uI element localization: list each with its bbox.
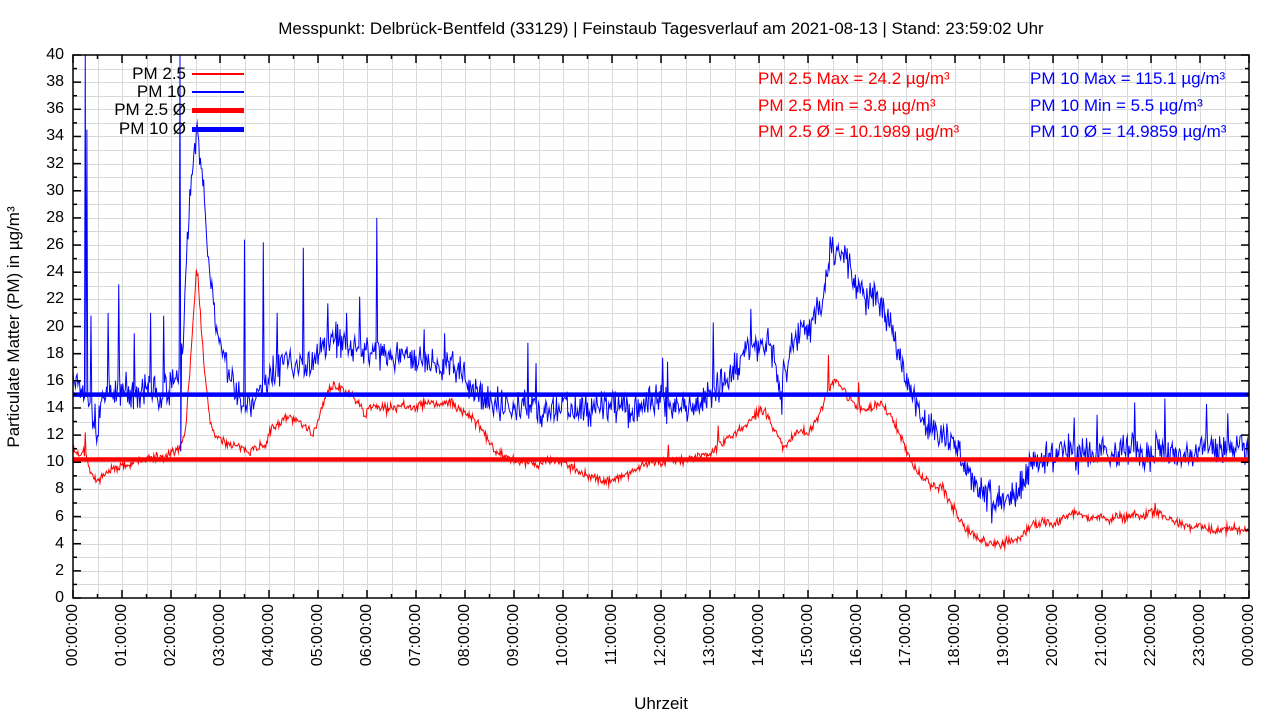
y-tick-label: 2 (55, 561, 64, 579)
y-tick-label: 0 (55, 589, 64, 606)
y-tick-label: 24 (46, 263, 64, 281)
x-tick-label: 20:00:00 (1044, 604, 1061, 667)
legend-line-pm10-avg (192, 126, 244, 132)
y-tick-label: 22 (46, 290, 64, 308)
legend-label-pm25: PM 2.5 (132, 64, 186, 83)
x-tick-label: 04:00:00 (260, 604, 277, 667)
y-tick-label: 4 (55, 534, 64, 552)
x-tick-label: 07:00:00 (407, 604, 424, 667)
legend-label-pm25-avg: PM 2.5 Ø (114, 100, 186, 119)
x-tick-label: 10:00:00 (554, 604, 571, 667)
stat-pm25-min: PM 2.5 Min = 3.8 µg/m³ (758, 96, 936, 115)
y-tick-label: 10 (46, 453, 64, 471)
y-tick-label: 8 (55, 480, 64, 498)
x-tick-label: 17:00:00 (897, 604, 914, 667)
x-tick-label: 15:00:00 (799, 604, 816, 667)
x-tick-label: 22:00:00 (1142, 604, 1159, 667)
y-tick-label: 28 (46, 208, 64, 226)
x-tick-label: 02:00:00 (162, 604, 179, 667)
stat-pm25-avg: PM 2.5 Ø = 10.1989 µg/m³ (758, 122, 960, 141)
x-tick-label: 00:00:00 (64, 604, 81, 667)
x-tick-label: 18:00:00 (946, 604, 963, 667)
y-tick-label: 32 (46, 154, 64, 172)
y-tick-label: 6 (55, 507, 64, 525)
y-tick-label: 40 (46, 46, 64, 63)
x-tick-label: 08:00:00 (456, 604, 473, 667)
stat-pm10-max: PM 10 Max = 115.1 µg/m³ (1030, 69, 1226, 88)
legend-label-pm10: PM 10 (136, 82, 186, 101)
y-tick-label: 14 (46, 398, 64, 416)
x-tick-label: 14:00:00 (750, 604, 767, 667)
legend-label-pm10-avg: PM 10 Ø (118, 119, 186, 138)
x-tick-label: 16:00:00 (848, 604, 865, 667)
y-tick-label: 26 (46, 236, 64, 254)
y-tick-label: 12 (46, 426, 64, 444)
y-tick-label: 34 (46, 127, 64, 145)
legend-line-pm25 (192, 73, 244, 75)
legend-line-pm25-avg (192, 107, 244, 113)
y-tick-label: 30 (46, 181, 64, 199)
stat-pm10-min: PM 10 Min = 5.5 µg/m³ (1030, 96, 1203, 115)
x-tick-label: 19:00:00 (995, 604, 1012, 667)
x-tick-label: 13:00:00 (701, 604, 718, 667)
x-tick-label: 00:00:00 (1240, 604, 1257, 667)
x-axis-label: Uhrzeit (634, 694, 688, 713)
chart-title: Messpunkt: Delbrück-Bentfeld (33129) | F… (278, 19, 1044, 38)
x-tick-label: 12:00:00 (652, 604, 669, 667)
x-tick-label: 21:00:00 (1093, 604, 1110, 667)
y-tick-label: 20 (46, 317, 64, 335)
x-tick-label: 23:00:00 (1191, 604, 1208, 667)
x-tick-label: 09:00:00 (505, 604, 522, 667)
stat-pm25-max: PM 2.5 Max = 24.2 µg/m³ (758, 69, 950, 88)
stat-pm10-avg: PM 10 Ø = 14.9859 µg/m³ (1030, 122, 1227, 141)
x-tick-label: 06:00:00 (358, 604, 375, 667)
y-tick-label: 36 (46, 100, 64, 118)
x-tick-label: 05:00:00 (309, 604, 326, 667)
x-tick-label: 11:00:00 (603, 604, 620, 666)
legend-line-pm10 (192, 91, 244, 93)
x-tick-label: 03:00:00 (211, 604, 228, 667)
y-tick-label: 16 (46, 371, 64, 389)
x-tick-label: 01:00:00 (113, 604, 130, 667)
y-tick-label: 38 (46, 73, 64, 91)
y-tick-label: 18 (46, 344, 64, 362)
